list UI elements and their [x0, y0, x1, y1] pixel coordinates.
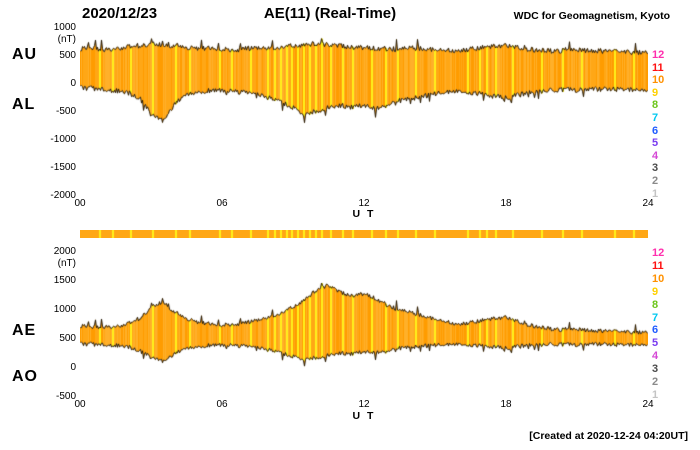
- x-tick-label: 06: [216, 399, 228, 410]
- x-tick-label: 24: [642, 198, 654, 209]
- legend-station-count: 2: [652, 376, 659, 388]
- legend-station-count: 6: [652, 124, 659, 137]
- legend-station-count: 6: [652, 324, 659, 337]
- legend-station-count: 10: [652, 74, 665, 87]
- y-tick-label: -1500: [50, 162, 76, 173]
- y-axis-unit-top: (nT): [57, 34, 76, 45]
- x-tick-label: 18: [500, 399, 512, 410]
- legend-station-count: 9: [652, 86, 659, 99]
- org-label: WDC for Geomagnetism, Kyoto: [513, 10, 670, 22]
- legend-station-count: 12: [652, 49, 665, 61]
- x-tick-label: 00: [74, 399, 86, 410]
- y-tick-label: 1500: [53, 275, 76, 286]
- legend-station-count: 1: [652, 187, 659, 200]
- ae-axis-label: AE: [12, 322, 37, 339]
- x-tick-label: 18: [500, 198, 512, 209]
- legend-station-count: 3: [652, 162, 659, 175]
- legend-station-count: 9: [652, 285, 659, 298]
- x-tick-label: 12: [358, 399, 370, 410]
- ao-axis-label: AO: [12, 368, 38, 385]
- x-tick-label: 24: [642, 399, 654, 410]
- x-tick-label: 06: [216, 198, 228, 209]
- legend-station-count: 2: [652, 175, 659, 187]
- legend-station-count: 4: [652, 149, 659, 162]
- page-title: AE(11) (Real-Time): [263, 5, 397, 22]
- legend-station-count: 4: [652, 350, 659, 363]
- x-axis-title-bottom: U T: [352, 410, 376, 422]
- station-status-bar-canvas: [80, 230, 648, 238]
- y-tick-label: 1000: [53, 304, 76, 315]
- y-tick-label: 2000: [53, 246, 76, 257]
- legend-station-count: 5: [652, 137, 659, 150]
- legend-station-count: 7: [652, 112, 659, 124]
- y-tick-label: 1000: [53, 22, 76, 33]
- au-al-chart-canvas: [80, 28, 648, 196]
- x-axis-title-top: U T: [352, 208, 376, 220]
- legend-station-count: 11: [652, 61, 664, 74]
- y-tick-label: -2000: [50, 190, 76, 201]
- y-tick-label: 0: [70, 78, 76, 89]
- y-tick-label: -1000: [50, 134, 76, 145]
- date-label: 2020/12/23: [82, 5, 158, 22]
- legend-station-count: 11: [652, 259, 664, 272]
- y-tick-label: -500: [55, 391, 76, 402]
- y-axis-unit-bottom: (nT): [57, 258, 76, 269]
- legend-station-count: 1: [652, 388, 659, 401]
- legend-station-count: 12: [652, 247, 665, 259]
- al-axis-label: AL: [12, 96, 36, 113]
- ae-ao-chart-canvas: [80, 252, 648, 397]
- legend-station-count: 8: [652, 298, 659, 311]
- legend-station-count: 10: [652, 272, 665, 285]
- au-axis-label: AU: [12, 46, 38, 63]
- created-timestamp: [Created at 2020-12-24 04:20UT]: [529, 430, 688, 442]
- legend-station-count: 3: [652, 363, 659, 376]
- x-tick-label: 00: [74, 198, 86, 209]
- legend-station-count: 8: [652, 99, 659, 112]
- legend-station-count: 7: [652, 311, 659, 324]
- legend-station-count: 5: [652, 337, 659, 350]
